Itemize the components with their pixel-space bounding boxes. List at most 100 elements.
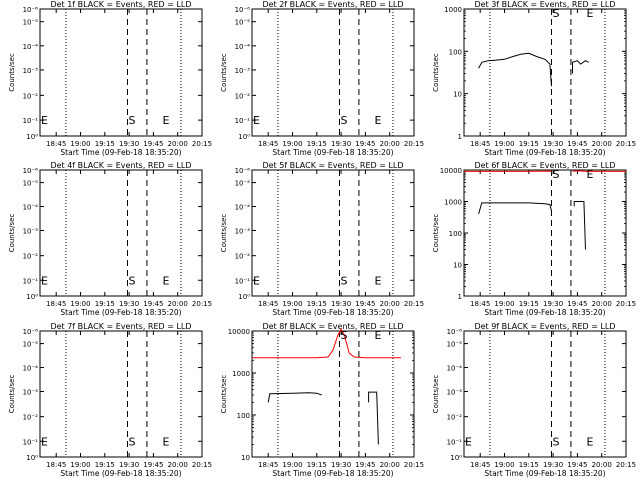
x-tick-label: 20:15 xyxy=(192,140,212,148)
y-tick-label: 10⁻¹ xyxy=(23,117,39,125)
y-tick-label: 10⁻¹ xyxy=(235,277,251,285)
start-marker-label: S xyxy=(552,168,559,181)
y-tick-label: 10⁻⁵ xyxy=(235,180,251,188)
x-axis-label: Start Time (09-Feb-18 18:35:20) xyxy=(484,469,605,478)
x-tick-label: 20:15 xyxy=(192,461,212,469)
plot-title: Det 9f BLACK = Events, RED = LLD xyxy=(474,322,615,331)
x-tick-label: 18:45 xyxy=(258,140,278,148)
x-tick-label: 19:15 xyxy=(519,300,539,308)
y-tick-label: 100 xyxy=(449,230,462,238)
x-tick-label: 19:00 xyxy=(282,140,302,148)
x-tick-label: 19:30 xyxy=(331,140,351,148)
plot-panel-1: Det 1f BLACK = Events, RED = LLD 10⁰ 10⁻¹ 1… xyxy=(8,0,212,157)
x-tick-label: 18:45 xyxy=(258,461,278,469)
x-tick-label: 20:00 xyxy=(592,300,612,308)
plot-panel-4: Det 4f BLACK = Events, RED = LLD 10⁰ 10⁻¹ 1… xyxy=(8,161,212,317)
x-tick-label: 19:15 xyxy=(307,140,327,148)
y-axis-label: Counts/sec xyxy=(8,214,16,253)
x-tick-label: 19:45 xyxy=(567,140,587,148)
x-tick-label: 19:00 xyxy=(494,300,514,308)
y-tick-label: 10⁻⁵ xyxy=(23,341,39,349)
x-tick-label: 20:00 xyxy=(592,461,612,469)
y-tick-label: 1 xyxy=(458,293,462,301)
y-axis-label: Counts/sec xyxy=(220,53,228,92)
end-marker-label: E xyxy=(465,435,472,448)
x-tick-label: 19:00 xyxy=(494,140,514,148)
y-tick-label: 10⁻³ xyxy=(23,67,39,75)
x-tick-label: 19:30 xyxy=(119,300,139,308)
x-tick-label: 19:15 xyxy=(519,461,539,469)
plot-frame xyxy=(463,330,627,458)
plot-frame xyxy=(39,330,203,458)
x-axis-label: Start Time (09-Feb-18 18:35:20) xyxy=(60,308,181,317)
events-series-line xyxy=(478,202,552,215)
x-tick-label: 19:00 xyxy=(494,461,514,469)
x-axis-label: Start Time (09-Feb-18 18:35:20) xyxy=(60,469,181,478)
y-tick-label: 10⁻⁶ xyxy=(23,328,39,336)
x-tick-label: 19:15 xyxy=(307,461,327,469)
plot-title: Det 3f BLACK = Events, RED = LLD xyxy=(474,0,615,9)
x-tick-label: 19:00 xyxy=(70,140,90,148)
y-tick-label: 10⁰ xyxy=(26,133,38,141)
y-tick-label: 10⁻⁵ xyxy=(23,19,39,27)
x-tick-label: 19:30 xyxy=(331,461,351,469)
x-tick-label: 19:45 xyxy=(143,300,163,308)
y-tick-label: 10⁻² xyxy=(23,92,39,100)
y-tick-label: 10⁰ xyxy=(26,454,38,462)
x-tick-label: 19:00 xyxy=(282,300,302,308)
plot-frame xyxy=(39,169,203,297)
x-tick-label: 19:00 xyxy=(70,300,90,308)
y-tick-label: 10⁻³ xyxy=(235,67,251,75)
y-tick-label: 100 xyxy=(449,48,462,56)
y-tick-label: 10⁻¹ xyxy=(235,117,251,125)
x-tick-label: 20:15 xyxy=(616,140,636,148)
x-tick-label: 19:15 xyxy=(519,140,539,148)
plot-title: Det 4f BLACK = Events, RED = LLD xyxy=(50,161,191,170)
x-tick-label: 19:30 xyxy=(543,140,563,148)
x-tick-label: 19:30 xyxy=(543,461,563,469)
y-tick-label: 10⁰ xyxy=(238,133,250,141)
y-tick-label: 10⁻² xyxy=(23,253,39,261)
events-series-line xyxy=(572,60,589,74)
y-tick-label: 10⁻² xyxy=(235,92,251,100)
plot-frame xyxy=(463,169,627,297)
start-marker-label: S xyxy=(340,274,347,287)
start-marker-label: S xyxy=(340,329,347,342)
x-tick-label: 18:45 xyxy=(46,461,66,469)
y-tick-label: 10000 xyxy=(440,167,462,175)
y-tick-label: 10⁻² xyxy=(235,253,251,261)
plot-frame xyxy=(251,330,415,458)
y-tick-label: 10⁰ xyxy=(26,293,38,301)
y-tick-label: 10⁻¹ xyxy=(447,438,463,446)
y-tick-label: 10⁻⁴ xyxy=(23,43,39,51)
x-axis-label: Start Time (09-Feb-18 18:35:20) xyxy=(60,148,181,157)
x-tick-label: 18:45 xyxy=(470,300,490,308)
end-marker-label: E xyxy=(375,114,382,127)
plot-panel-7: Det 7f BLACK = Events, RED = LLD 10⁰ 10⁻¹ 1… xyxy=(8,322,212,478)
y-axis-label: Counts/sec xyxy=(220,375,228,414)
y-tick-label: 10⁻⁶ xyxy=(23,6,39,14)
x-tick-label: 20:00 xyxy=(168,300,188,308)
y-tick-label: 10 xyxy=(241,454,250,462)
plot-panel-8: Det 8f BLACK = Events, RED = LLD 10 100 100… xyxy=(220,322,424,478)
plot-frame xyxy=(251,8,415,137)
events-series-line xyxy=(573,201,586,250)
end-marker-label: E xyxy=(163,274,170,287)
y-tick-label: 10⁻⁶ xyxy=(235,167,251,175)
x-tick-label: 19:30 xyxy=(119,461,139,469)
start-marker-label: S xyxy=(552,435,559,448)
y-tick-label: 10⁻⁶ xyxy=(235,6,251,14)
y-tick-label: 10⁻⁴ xyxy=(235,204,251,212)
end-marker-label: E xyxy=(587,168,594,181)
x-axis-label: Start Time (09-Feb-18 18:35:20) xyxy=(484,308,605,317)
plot-panel-2: Det 2f BLACK = Events, RED = LLD 10⁰ 10⁻¹ 1… xyxy=(220,0,424,157)
x-tick-label: 19:45 xyxy=(355,461,375,469)
plot-title: Det 5f BLACK = Events, RED = LLD xyxy=(262,161,403,170)
x-tick-label: 20:00 xyxy=(380,300,400,308)
y-tick-label: 10⁻³ xyxy=(447,388,463,396)
x-tick-label: 19:00 xyxy=(282,461,302,469)
end-marker-label: E xyxy=(375,274,382,287)
x-axis-label: Start Time (09-Feb-18 18:35:20) xyxy=(272,469,393,478)
y-tick-label: 10⁻³ xyxy=(23,227,39,235)
